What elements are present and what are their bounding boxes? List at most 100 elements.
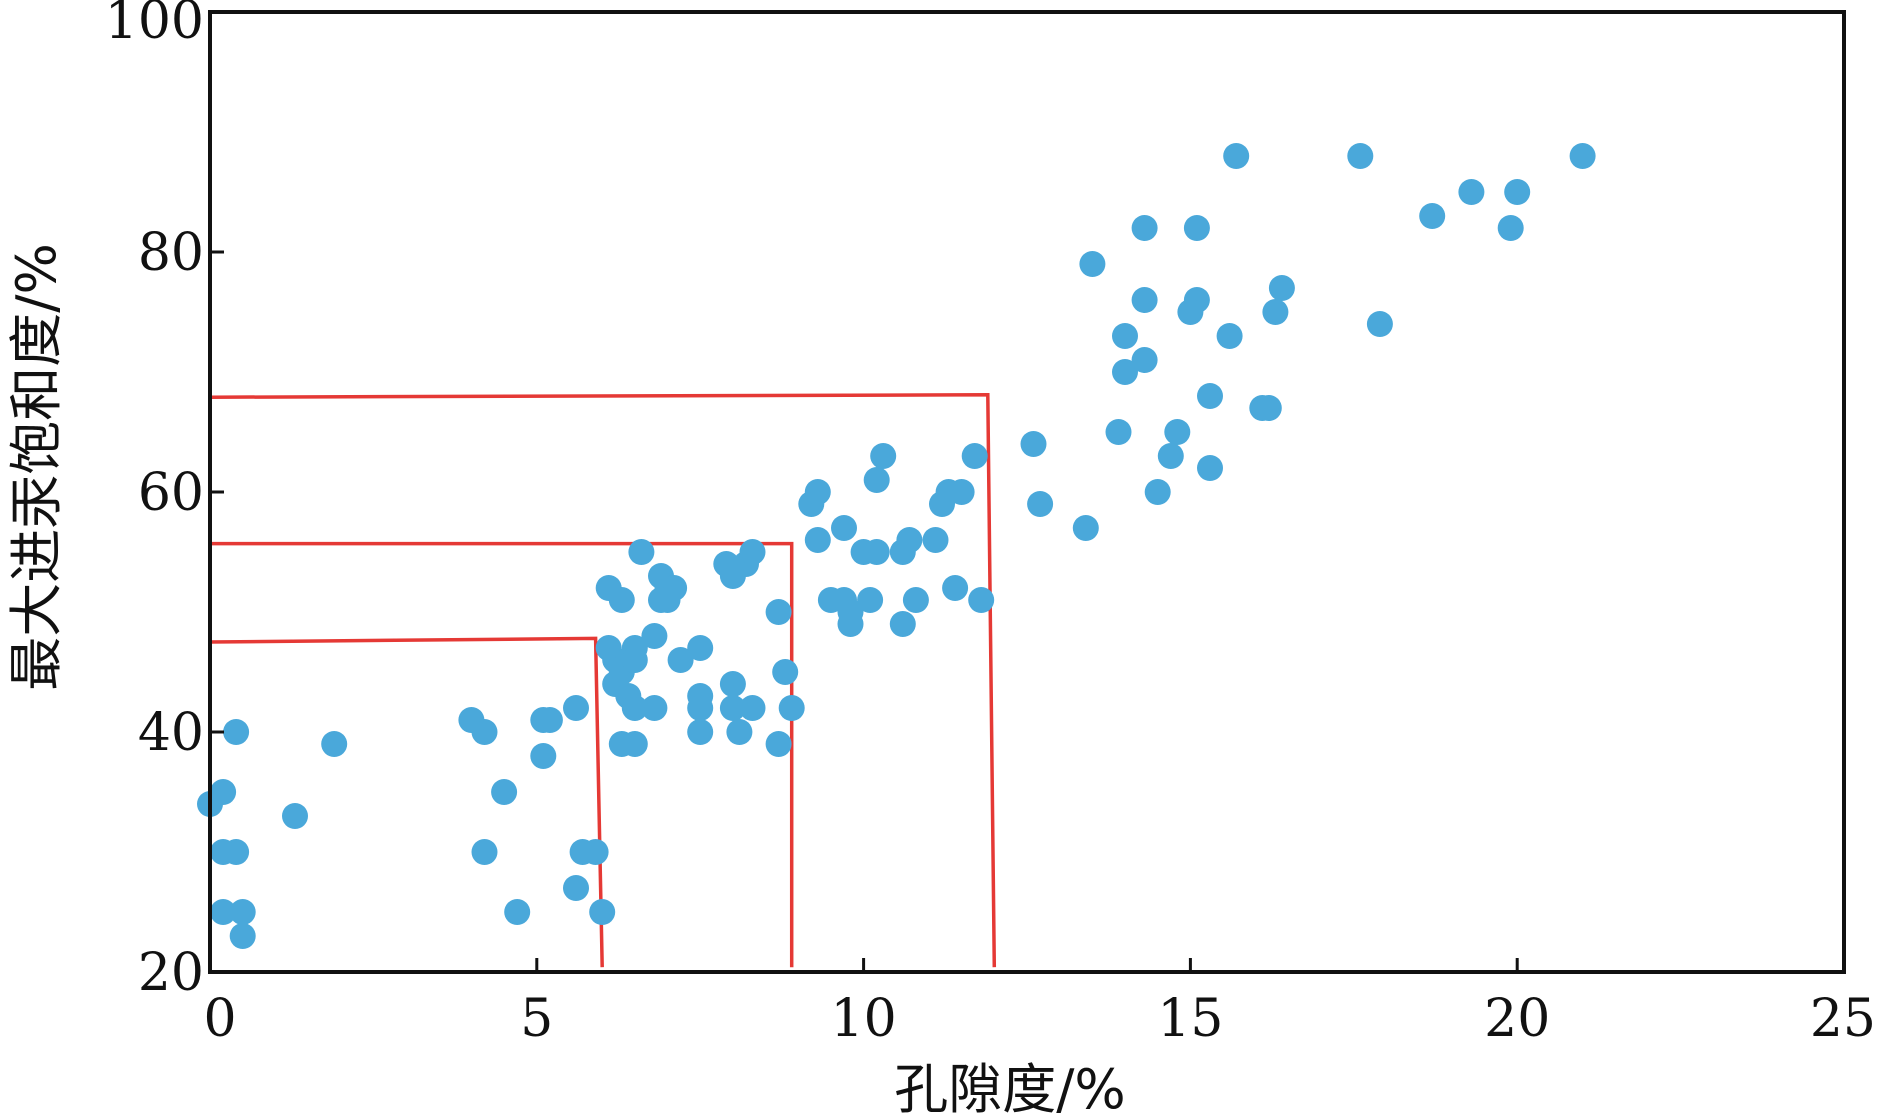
data-point: [1112, 323, 1138, 349]
data-point: [1497, 215, 1524, 241]
data-point: [837, 611, 864, 637]
data-point: [772, 659, 799, 685]
data-point: [719, 671, 746, 697]
annotation-line-1: [209, 636, 604, 968]
y-tick-label: 60: [138, 463, 204, 523]
data-point: [687, 635, 714, 661]
data-point: [1183, 215, 1210, 241]
data-point: [1020, 431, 1047, 457]
data-point: [1419, 203, 1446, 229]
y-tick-label: 80: [138, 223, 204, 283]
data-point: [210, 899, 237, 925]
y-axis-ticks: 20 40 60 80 100: [105, 0, 224, 1003]
data-point: [889, 611, 916, 637]
data-point: [1131, 215, 1158, 241]
data-point: [1458, 179, 1485, 205]
x-tick-label: 15: [1157, 989, 1223, 1049]
data-point: [589, 899, 616, 925]
data-point: [1223, 143, 1250, 169]
data-point: [1157, 443, 1184, 469]
data-point: [563, 875, 589, 901]
annotation-line-2: [210, 541, 794, 968]
data-point: [1197, 383, 1223, 409]
data-point: [778, 695, 805, 721]
data-point: [1164, 419, 1191, 445]
data-points: [197, 143, 1596, 949]
data-point: [641, 695, 668, 721]
data-point: [1504, 179, 1531, 205]
data-point: [491, 779, 518, 805]
data-point: [1216, 323, 1243, 349]
data-point: [1072, 515, 1099, 541]
data-point: [804, 479, 831, 505]
x-axis-ticks: 0 5 10 15 20 25: [203, 958, 1876, 1049]
x-tick-label: 20: [1484, 989, 1550, 1049]
data-point: [870, 443, 897, 469]
data-point: [948, 479, 975, 505]
data-point: [536, 707, 563, 733]
data-point: [621, 647, 648, 673]
data-point: [857, 587, 884, 613]
data-point: [621, 731, 648, 757]
data-point: [471, 839, 498, 865]
data-point: [739, 695, 766, 721]
x-tick-label: 25: [1810, 989, 1876, 1049]
data-point: [765, 731, 792, 757]
y-tick-label: 20: [138, 943, 204, 1003]
data-point: [961, 443, 988, 469]
y-axis-title: 最大进汞饱和度/%: [5, 243, 68, 691]
data-point: [229, 899, 256, 925]
data-point: [765, 599, 792, 625]
data-point: [1144, 479, 1171, 505]
data-point: [667, 647, 694, 673]
data-point: [1177, 299, 1204, 325]
data-point: [1105, 419, 1132, 445]
data-point: [687, 695, 714, 721]
data-point: [687, 719, 714, 745]
data-point: [831, 515, 857, 541]
data-point: [1268, 275, 1295, 301]
data-point: [1262, 299, 1289, 325]
data-point: [504, 899, 531, 925]
data-point: [968, 587, 995, 613]
data-point: [863, 539, 890, 565]
data-point: [902, 587, 929, 613]
x-tick-label: 0: [203, 989, 236, 1049]
data-point: [863, 467, 890, 493]
data-point: [1027, 491, 1054, 517]
annotation-line-3: [209, 393, 997, 968]
y-tick-label: 100: [105, 0, 204, 51]
data-point: [229, 923, 256, 949]
data-point: [1347, 143, 1374, 169]
data-point: [223, 839, 250, 865]
data-point: [563, 695, 589, 721]
data-point: [641, 623, 668, 649]
data-point: [223, 719, 250, 745]
x-tick-label: 10: [831, 989, 897, 1049]
data-point: [282, 803, 308, 829]
data-point: [530, 743, 557, 769]
data-point: [654, 587, 681, 613]
data-point: [1131, 287, 1158, 313]
data-point: [922, 527, 949, 553]
data-point: [726, 719, 753, 745]
data-point: [1569, 143, 1596, 169]
data-point: [896, 527, 923, 553]
data-point: [621, 695, 648, 721]
data-point: [1112, 359, 1138, 385]
x-tick-label: 5: [520, 989, 553, 1049]
x-axis-title: 孔隙度/%: [894, 1058, 1126, 1120]
data-point: [1197, 455, 1223, 481]
data-point: [1366, 311, 1393, 337]
data-point: [1255, 395, 1282, 421]
data-point: [942, 575, 969, 601]
data-point: [582, 839, 609, 865]
data-point: [1131, 347, 1158, 373]
data-point: [719, 695, 746, 721]
plot-frame: [208, 10, 1846, 974]
data-point: [739, 539, 766, 565]
data-point: [210, 779, 237, 805]
data-point: [804, 527, 831, 553]
